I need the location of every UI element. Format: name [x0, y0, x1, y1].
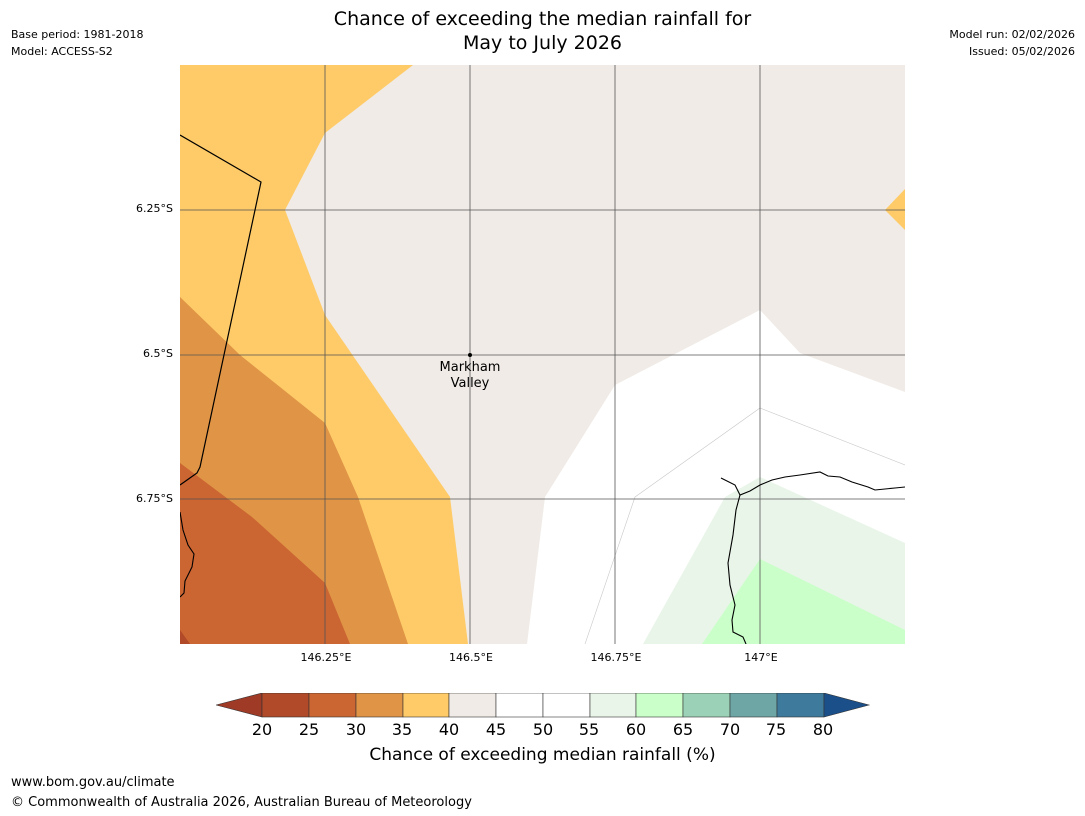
model-name: Model: ACCESS-S2 [11, 45, 113, 58]
place-label-line-1: Markham [439, 360, 501, 375]
lon-label-147: 147°E [744, 651, 778, 664]
colorbar-tick-50: 50 [532, 720, 554, 739]
lon-label-146-5: 146.5°E [449, 651, 493, 664]
colorbar-tick-45: 45 [485, 720, 507, 739]
footer-copyright: © Commonwealth of Australia 2026, Austra… [11, 795, 472, 810]
model-run-date: Model run: 02/02/2026 [949, 28, 1075, 41]
issued-date: Issued: 05/02/2026 [968, 45, 1075, 58]
colorbar-tick-40: 40 [438, 720, 460, 739]
colorbar-svg [214, 692, 871, 718]
contour-line-1 [584, 407, 905, 644]
colorbar-seg-20-25 [261, 692, 310, 718]
colorbar-tick-25: 25 [298, 720, 320, 739]
colorbar-tick-70: 70 [719, 720, 741, 739]
colorbar-tick-55: 55 [578, 720, 600, 739]
footer-url: www.bom.gov.au/climate [11, 775, 175, 790]
colorbar-seg-35-40 [402, 692, 450, 718]
colorbar-seg-65-70 [682, 692, 731, 718]
rainfall-map [180, 65, 905, 644]
lat-label-6-25: 6.25°S [136, 202, 173, 215]
base-period: Base period: 1981-2018 [11, 28, 144, 41]
colorbar-seg-45-50 [495, 692, 544, 718]
colorbar-tick-30: 30 [345, 720, 367, 739]
colorbar [214, 692, 872, 723]
colorbar-seg-30-35 [355, 692, 404, 718]
lon-label-146-25: 146.25°E [300, 651, 352, 664]
colorbar-tick-75: 75 [765, 720, 787, 739]
colorbar-seg-40-45 [448, 692, 497, 718]
colorbar-seg-60-65 [635, 692, 684, 718]
metadata-left: Base period: 1981-2018 Model: ACCESS-S2 [11, 26, 143, 60]
region-60-65 [702, 559, 905, 644]
colorbar-tick-60: 60 [625, 720, 647, 739]
region-35-40-east [885, 189, 905, 230]
country-border [180, 134, 262, 486]
colorbar-seg-25-30 [308, 692, 357, 718]
coastline-east [720, 471, 905, 496]
colorbar-tick-35: 35 [391, 720, 413, 739]
metadata-right: Model run: 02/02/2026 Issued: 05/02/2026 [949, 26, 1075, 60]
colorbar-title: Chance of exceeding median rainfall (%) [369, 745, 716, 765]
lat-label-6-5: 6.5°S [143, 347, 173, 360]
lon-label-146-75: 146.75°E [590, 651, 642, 664]
place-label-markham-valley: Markham Valley [420, 360, 520, 392]
colorbar-seg-55-60 [589, 692, 637, 718]
colorbar-seg-75-80 [776, 692, 825, 718]
colorbar-under-arrow [214, 692, 263, 718]
region-25-30 [180, 463, 350, 644]
map-title: Chance of exceeding the median rainfall … [0, 7, 1085, 55]
coastline-west [180, 511, 195, 598]
colorbar-over-arrow [823, 692, 871, 718]
colorbar-tick-65: 65 [672, 720, 694, 739]
region-20-25 [180, 630, 190, 644]
lat-label-6-75: 6.75°S [136, 492, 173, 505]
title-line-2: May to July 2026 [463, 32, 622, 54]
markham-valley-marker [468, 353, 472, 357]
colorbar-seg-70-75 [729, 692, 778, 718]
place-label-line-2: Valley [450, 376, 490, 391]
coastline-east-river [727, 494, 747, 644]
colorbar-seg-50-55 [542, 692, 591, 718]
title-line-1: Chance of exceeding the median rainfall … [333, 8, 752, 30]
colorbar-tick-80: 80 [812, 720, 834, 739]
map-svg [180, 65, 905, 644]
colorbar-tick-20: 20 [251, 720, 273, 739]
graticule [180, 65, 905, 644]
